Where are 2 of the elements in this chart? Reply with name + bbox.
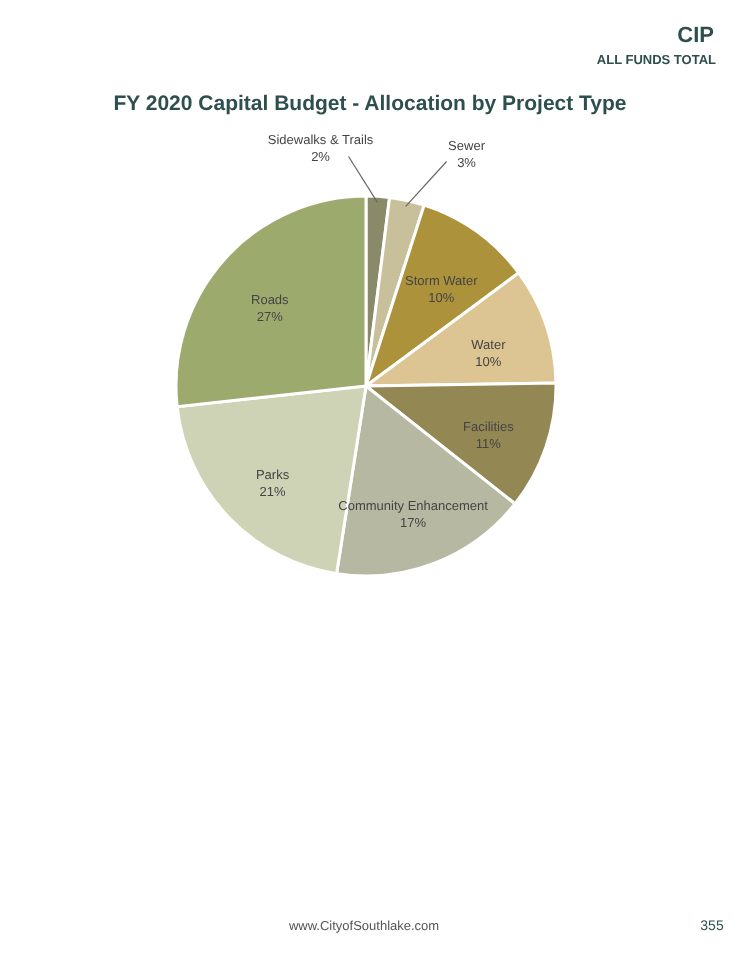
text: CIP (677, 24, 714, 48)
chart-title: FY 2020 Capital Budget - Allocation by Project Type (113, 92, 627, 116)
